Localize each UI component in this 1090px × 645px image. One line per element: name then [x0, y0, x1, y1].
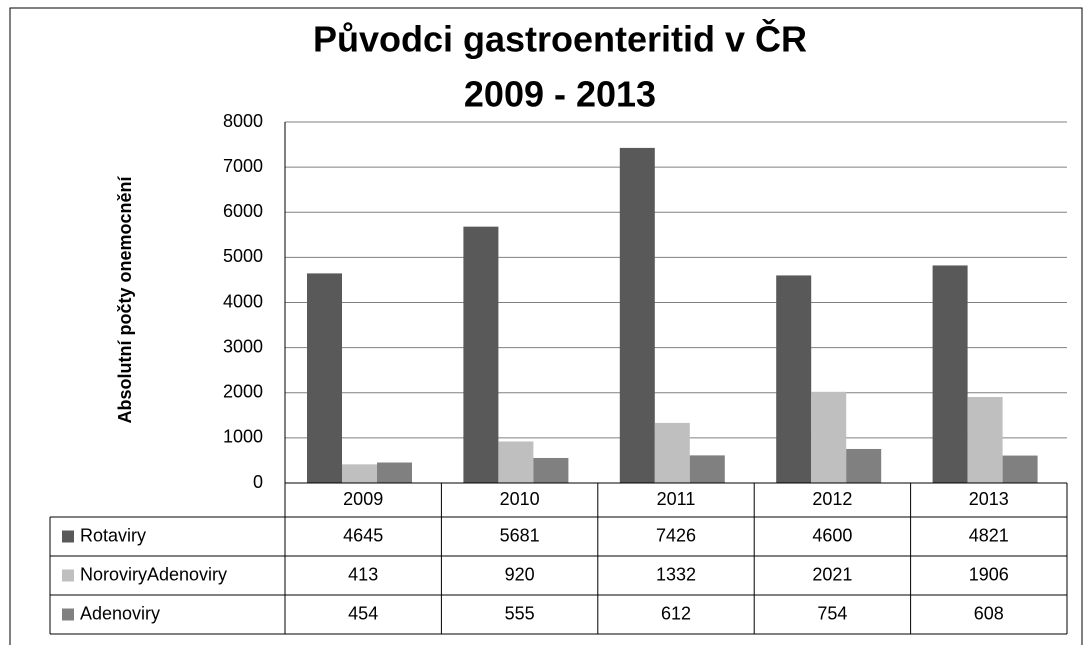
chart-title: 2009 - 2013	[464, 74, 656, 115]
y-axis-label: Absolutní počty onemocnění	[115, 176, 135, 424]
y-tick-label: 3000	[223, 336, 263, 356]
table-value: 555	[505, 603, 535, 623]
y-tick-label: 1000	[223, 427, 263, 447]
bar	[932, 265, 968, 483]
y-tick-label: 8000	[223, 111, 263, 131]
legend-key	[62, 608, 74, 621]
bar	[846, 448, 882, 483]
bar	[776, 275, 812, 483]
table-value: 608	[974, 603, 1004, 623]
table-value: 4645	[343, 525, 383, 545]
table-value: 7426	[656, 525, 696, 545]
x-tick-label: 2011	[657, 489, 696, 509]
bar	[689, 455, 725, 483]
x-tick-label: 2012	[812, 489, 852, 509]
x-tick-label: 2013	[969, 489, 1009, 509]
bar	[377, 462, 412, 483]
table-value: 4600	[812, 525, 852, 545]
legend-key	[62, 569, 74, 582]
y-tick-label: 2000	[223, 382, 263, 402]
legend-key	[62, 530, 74, 543]
bar	[811, 391, 847, 483]
legend-label: Adenoviry	[80, 603, 160, 623]
y-tick-label: 4000	[223, 291, 263, 311]
table-value: 454	[348, 603, 378, 623]
bar	[533, 457, 569, 483]
y-tick-label: 5000	[223, 246, 263, 266]
bar	[1002, 455, 1038, 483]
bar	[498, 441, 534, 483]
table-value: 4821	[969, 525, 1009, 545]
table-value: 920	[505, 564, 535, 584]
x-tick-label: 2010	[500, 489, 540, 509]
bar	[307, 273, 342, 483]
chart-border	[9, 7, 1083, 645]
y-tick-label: 0	[253, 472, 263, 492]
table-value: 2021	[812, 564, 852, 584]
table-value: 754	[817, 603, 847, 623]
table-value: 5681	[500, 525, 540, 545]
bar	[967, 396, 1003, 483]
y-tick-label: 7000	[223, 156, 263, 176]
bar	[654, 422, 690, 483]
legend-label: NoroviryAdenoviry	[80, 564, 227, 584]
x-tick-label: 2009	[343, 489, 383, 509]
y-tick-label: 6000	[223, 201, 263, 221]
chart-title: Původci gastroenteritid v ČR	[313, 18, 807, 60]
table-value: 1906	[969, 564, 1009, 584]
table-value: 612	[661, 603, 691, 623]
bar	[463, 226, 499, 483]
bar	[342, 464, 377, 483]
legend-label: Rotaviry	[80, 525, 146, 545]
table-value: 413	[348, 564, 378, 584]
table-value: 1332	[656, 564, 696, 584]
bar	[619, 147, 655, 484]
